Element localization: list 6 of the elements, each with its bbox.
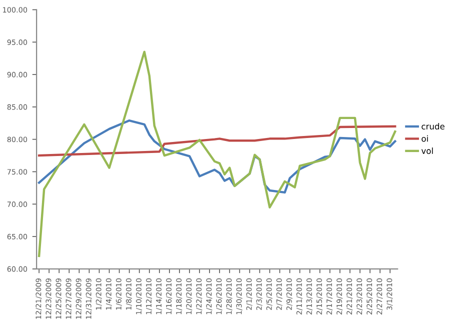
legend-label: oi xyxy=(422,135,428,142)
legend-label: crude xyxy=(422,123,444,130)
line-series xyxy=(38,125,396,157)
legend-label: vol xyxy=(421,148,433,154)
line-series xyxy=(38,50,396,258)
line-series xyxy=(38,119,396,194)
